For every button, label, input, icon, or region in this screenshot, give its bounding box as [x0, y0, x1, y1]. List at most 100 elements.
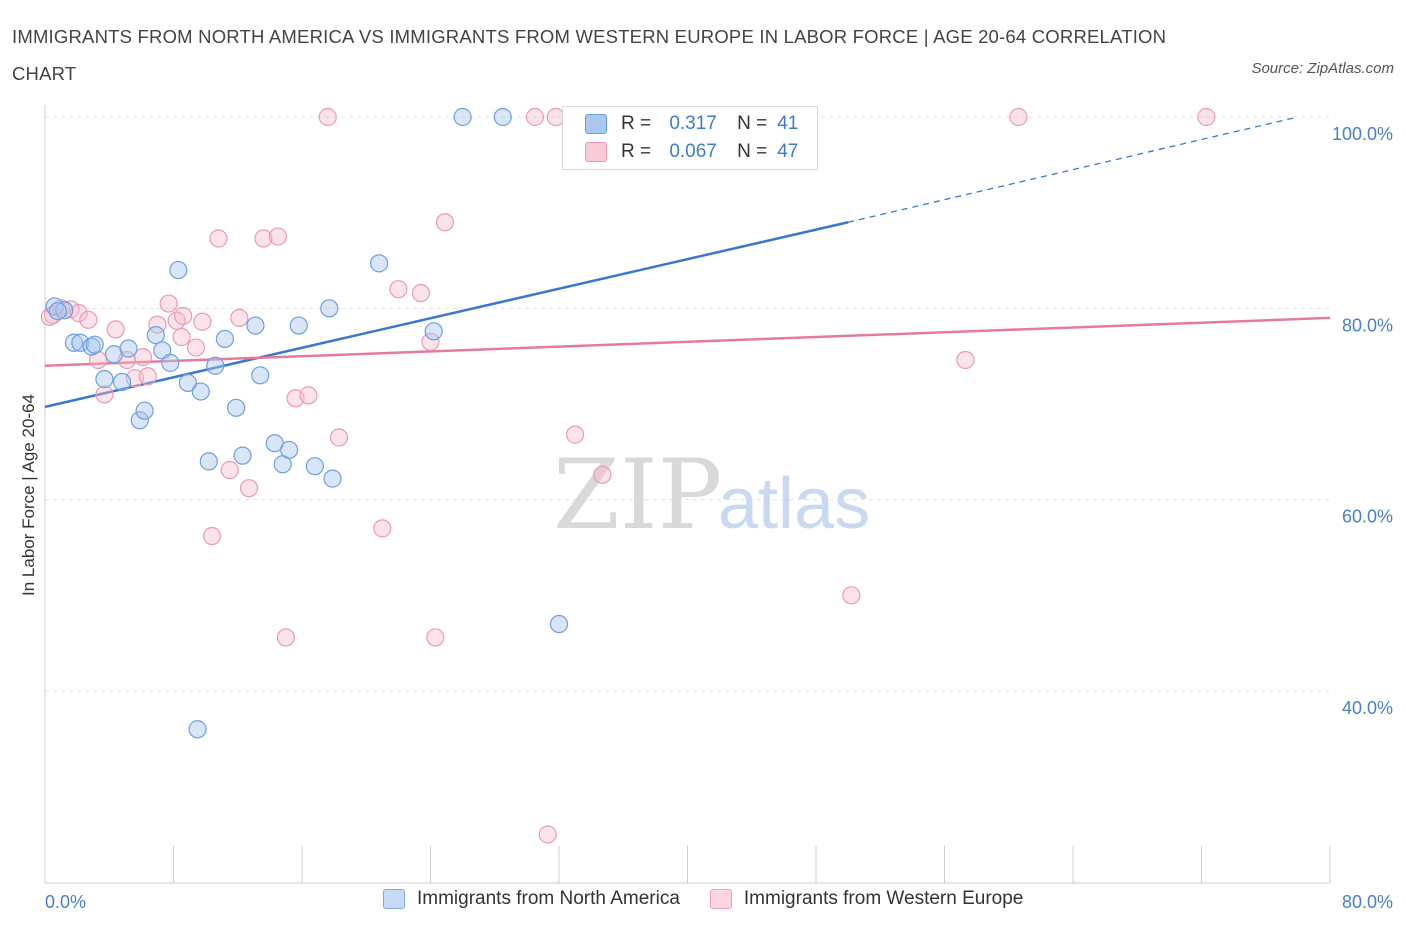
point-western-europe	[239, 479, 259, 498]
point-western-europe	[329, 428, 349, 447]
point-north-america	[199, 452, 218, 471]
point-north-america	[289, 316, 308, 335]
legend-row-north-america: R = 0.317 N = 41	[585, 111, 798, 137]
legend-r-label: R =	[621, 113, 652, 134]
watermark-zip: ZIP	[553, 439, 722, 551]
point-western-europe	[138, 367, 157, 386]
point-western-europe	[268, 227, 288, 246]
axes	[44, 105, 1331, 884]
legend-r-value: 0.067	[669, 141, 717, 162]
legend-item-western-europe[interactable]: Immigrants from Western Europe	[709, 888, 1024, 910]
trend-line-western-europe	[44, 316, 1331, 367]
point-western-europe	[220, 460, 239, 480]
point-western-europe	[159, 294, 178, 313]
legend-n-value: 47	[777, 141, 799, 162]
point-north-america	[112, 372, 132, 392]
watermark-atlas: atlas	[718, 464, 870, 544]
legend-swatch-north-america	[383, 889, 405, 909]
x-tick-label: 80.0%	[1342, 892, 1393, 912]
point-north-america	[370, 254, 389, 273]
point-north-america	[206, 356, 225, 375]
point-north-america	[161, 353, 180, 372]
point-western-europe	[593, 465, 612, 484]
point-western-europe	[174, 306, 193, 326]
point-north-america	[320, 299, 339, 318]
legend-r-label: R =	[621, 141, 652, 162]
point-north-america	[305, 457, 324, 476]
point-north-america	[178, 373, 198, 393]
point-western-europe	[186, 338, 206, 357]
legend-swatch-north-america	[585, 114, 607, 134]
trend-line-north-america-extension	[847, 116, 1299, 223]
point-north-america	[493, 107, 512, 127]
point-north-america	[71, 333, 90, 352]
point-western-europe	[193, 312, 212, 331]
point-western-europe	[254, 229, 273, 248]
point-north-america	[323, 469, 342, 488]
point-western-europe	[299, 386, 318, 405]
tick-labels: 40.0% 60.0% 80.0% 100.0% 0.0% 80.0%	[45, 124, 1393, 912]
point-western-europe	[435, 213, 455, 232]
point-western-europe	[209, 229, 228, 248]
point-north-america	[55, 301, 74, 320]
trend-line-north-america	[44, 221, 849, 409]
point-western-europe	[69, 304, 88, 323]
point-western-europe	[1009, 107, 1028, 127]
legend-r-value: 0.317	[669, 113, 717, 134]
point-western-europe	[133, 348, 153, 367]
legend-swatch-western-europe	[585, 142, 607, 162]
point-north-america	[146, 326, 165, 345]
point-western-europe	[426, 628, 445, 647]
point-western-europe	[842, 586, 861, 605]
trend-lines	[44, 116, 1331, 409]
point-north-america	[135, 401, 154, 420]
point-north-america	[215, 329, 234, 349]
point-western-europe	[106, 320, 125, 339]
point-north-america	[48, 302, 67, 321]
point-western-europe	[421, 332, 440, 351]
point-western-europe	[525, 107, 545, 127]
point-north-america	[119, 339, 138, 358]
legend-n-label: N =	[737, 113, 768, 134]
point-north-america	[280, 440, 299, 460]
point-north-america	[95, 370, 114, 389]
point-western-europe	[202, 526, 222, 546]
point-north-america	[64, 333, 84, 352]
point-western-europe	[956, 350, 975, 370]
x-tick-label: 0.0%	[45, 892, 86, 912]
point-north-america	[424, 322, 443, 341]
point-western-europe	[172, 327, 191, 347]
series-legend: Immigrants from North America Immigrants…	[383, 888, 1053, 910]
legend-item-north-america[interactable]: Immigrants from North America	[383, 888, 680, 910]
point-western-europe	[95, 385, 114, 404]
legend-row-western-europe: R = 0.067 N = 47	[585, 139, 798, 165]
point-north-america	[130, 411, 149, 430]
y-axis-label: In Labor Force | Age 20-64	[19, 394, 38, 596]
point-western-europe	[1197, 107, 1216, 127]
point-western-europe	[276, 628, 296, 647]
legend-n-label: N =	[737, 141, 768, 162]
source-label: Source: ZipAtlas.com	[1251, 60, 1394, 77]
point-north-america	[233, 446, 252, 465]
chart-title: IMMIGRANTS FROM NORTH AMERICA VS IMMIGRA…	[12, 26, 1167, 84]
point-western-europe	[565, 425, 585, 444]
legend-label-north-america: Immigrants from North America	[417, 888, 680, 909]
point-western-europe	[373, 519, 392, 538]
y-tick-label: 80.0%	[1342, 315, 1393, 335]
point-north-america	[227, 398, 246, 417]
y-tick-label: 100.0%	[1332, 124, 1393, 144]
watermark: ZIP atlas	[553, 439, 870, 551]
point-western-europe	[538, 825, 557, 844]
point-north-america	[188, 720, 207, 739]
y-tick-label: 40.0%	[1342, 698, 1393, 718]
legend-label-western-europe: Immigrants from Western Europe	[743, 888, 1024, 909]
point-western-europe	[411, 283, 430, 303]
point-western-europe	[389, 280, 408, 299]
point-north-america	[549, 614, 569, 634]
point-western-europe	[79, 310, 98, 329]
y-tick-label: 60.0%	[1342, 507, 1393, 527]
point-north-america	[246, 316, 265, 335]
point-north-america	[453, 107, 472, 127]
point-north-america	[82, 337, 101, 356]
point-north-america	[251, 366, 270, 385]
